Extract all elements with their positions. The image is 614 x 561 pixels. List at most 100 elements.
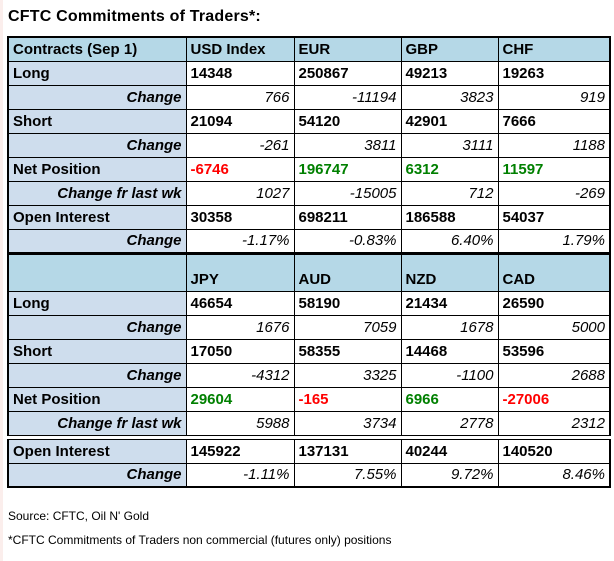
value-cell: 1027 [185,180,295,206]
value-cell: -0.83% [293,228,402,254]
table-row-net-position: Net Position -6746 196747 6312 11597 [7,156,611,182]
value-cell: 1.79% [497,228,611,254]
value-cell: 8.46% [497,462,611,488]
value-cell: 40244 [400,438,499,464]
table-row-change-fr-last-wk: Change fr last wk 1027 -15005 712 -269 [7,180,611,206]
value-cell: 3734 [293,410,402,436]
value-cell: 919 [497,84,611,110]
table-row-change-pct: Change -1.17% -0.83% 6.40% 1.79% [7,228,611,254]
value-cell: 46654 [185,290,295,316]
table-row-change: Change 1676 7059 1678 5000 [7,314,611,340]
value-cell: 5000 [497,314,611,340]
value-cell: 58190 [293,290,402,316]
row-label-cell: Open Interest [7,204,187,230]
value-cell: 21094 [185,108,295,134]
cot-table-section2-upper: JPY AUD NZD CAD Long 46654 58190 21434 2… [7,253,611,436]
value-cell: -11194 [293,84,402,110]
row-label-cell: Long [7,60,187,86]
value-cell: 7.55% [293,462,402,488]
value-cell: -6746 [185,156,295,182]
value-cell: 19263 [497,60,611,86]
cot-table-section1: Contracts (Sep 1) USD Index EUR GBP CHF … [7,36,611,254]
value-cell: 30358 [185,204,295,230]
value-cell: 5988 [185,410,295,436]
value-cell: -1.11% [185,462,295,488]
header-cell-nzd: NZD [400,253,499,292]
header-cell-usd-index: USD Index [185,36,295,62]
value-cell: 49213 [400,60,499,86]
value-cell: 58355 [293,338,402,364]
table-row-long: Long 14348 250867 49213 19263 [7,60,611,86]
value-cell: 137131 [293,438,402,464]
table-row-open-interest: Open Interest 30358 698211 186588 54037 [7,204,611,230]
value-cell: 3823 [400,84,499,110]
header-cell-jpy: JPY [185,253,295,292]
table-header-row: JPY AUD NZD CAD [7,253,611,292]
value-cell: 196747 [293,156,402,182]
row-label-cell: Change fr last wk [7,180,187,206]
table-row-net-position: Net Position 29604 -165 6966 -27006 [7,386,611,412]
row-label-cell: Change [7,84,187,110]
value-cell: 54037 [497,204,611,230]
value-cell: 2312 [497,410,611,436]
value-cell: -27006 [497,386,611,412]
row-label-cell: Change [7,132,187,158]
row-label-cell: Change [7,314,187,340]
table-row-change: Change -4312 3325 -1100 2688 [7,362,611,388]
header-cell-aud: AUD [293,253,402,292]
value-cell: 6.40% [400,228,499,254]
row-label-cell: Change [7,362,187,388]
header-cell-cad: CAD [497,253,611,292]
value-cell: 186588 [400,204,499,230]
value-cell: 140520 [497,438,611,464]
page-title: CFTC Commitments of Traders*: [8,8,261,25]
value-cell: 698211 [293,204,402,230]
value-cell: 2778 [400,410,499,436]
table-row-change: Change -261 3811 3111 1188 [7,132,611,158]
row-label-cell: Open Interest [7,438,187,464]
table-row-long: Long 46654 58190 21434 26590 [7,290,611,316]
value-cell: 712 [400,180,499,206]
value-cell: -1100 [400,362,499,388]
value-cell: 53596 [497,338,611,364]
value-cell: 250867 [293,60,402,86]
header-cell-gbp: GBP [400,36,499,62]
header-cell-eur: EUR [293,36,402,62]
value-cell: 3325 [293,362,402,388]
table-row-change-pct: Change -1.11% 7.55% 9.72% 8.46% [7,462,611,488]
value-cell: 1188 [497,132,611,158]
row-label-cell: Change fr last wk [7,410,187,436]
value-cell: 766 [185,84,295,110]
value-cell: -15005 [293,180,402,206]
table-row-short: Short 21094 54120 42901 7666 [7,108,611,134]
row-label-cell: Short [7,338,187,364]
row-label-cell: Short [7,108,187,134]
value-cell: 14348 [185,60,295,86]
value-cell: 2688 [497,362,611,388]
value-cell: 7059 [293,314,402,340]
row-label-cell: Long [7,290,187,316]
table-row-open-interest: Open Interest 145922 137131 40244 140520 [7,438,611,464]
value-cell: 21434 [400,290,499,316]
cot-table-section2-lower: Open Interest 145922 137131 40244 140520… [7,438,611,488]
value-cell: -1.17% [185,228,295,254]
value-cell: 1678 [400,314,499,340]
value-cell: 17050 [185,338,295,364]
table-header-row: Contracts (Sep 1) USD Index EUR GBP CHF [7,36,611,62]
value-cell: 3111 [400,132,499,158]
value-cell: 14468 [400,338,499,364]
table-row-short: Short 17050 58355 14468 53596 [7,338,611,364]
header-cell-contracts: Contracts (Sep 1) [7,36,187,62]
value-cell: 54120 [293,108,402,134]
table-row-change-fr-last-wk: Change fr last wk 5988 3734 2778 2312 [7,410,611,436]
value-cell: -165 [293,386,402,412]
value-cell: -261 [185,132,295,158]
row-label-cell: Change [7,228,187,254]
value-cell: -269 [497,180,611,206]
row-label-cell: Net Position [7,386,187,412]
value-cell: 42901 [400,108,499,134]
footer: Source: CFTC, Oil N' Gold *CFTC Commitme… [8,509,614,547]
header-cell-chf: CHF [497,36,611,62]
row-label-cell: Net Position [7,156,187,182]
value-cell: 7666 [497,108,611,134]
